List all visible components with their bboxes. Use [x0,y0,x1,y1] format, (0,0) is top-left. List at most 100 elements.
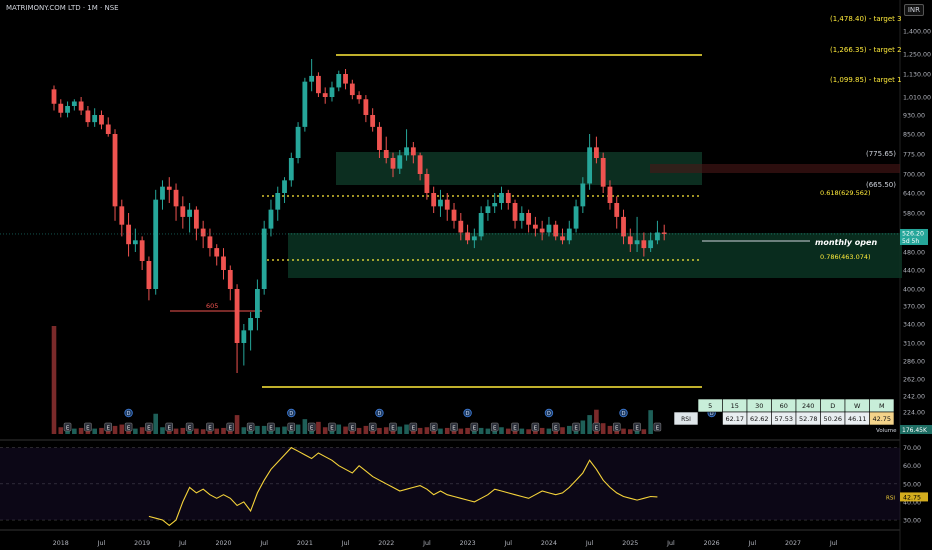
dividend-marker[interactable] [619,408,628,418]
earnings-marker[interactable] [450,422,458,432]
earnings-marker[interactable] [185,422,194,432]
candle-body [444,199,450,210]
earnings-marker[interactable] [612,422,621,432]
earnings-marker[interactable] [287,422,296,432]
rsi-table-header-label: 30 [755,402,763,410]
earnings-marker[interactable] [246,422,255,432]
earnings-marker-label: E [513,426,517,432]
dividend-marker[interactable] [375,408,384,418]
volume-bar [78,427,84,434]
earnings-marker[interactable] [429,422,438,432]
volume-bar [173,428,179,434]
candle-body [180,206,186,217]
volume-bar [133,428,138,434]
price-tick-label: 480.00 [903,250,925,257]
earnings-marker[interactable] [328,422,336,432]
candle-body [492,203,498,207]
earnings-marker[interactable] [165,422,174,432]
volume-bar [214,428,220,434]
earnings-marker[interactable] [307,422,316,432]
earnings-marker[interactable] [490,422,499,432]
candle-body [383,150,389,158]
earnings-marker[interactable] [389,422,397,432]
earnings-marker-label: E [86,426,90,432]
candle-body [573,206,579,229]
dividend-marker[interactable] [124,408,133,418]
volume-bar [153,413,158,434]
dividend-marker[interactable] [463,408,472,418]
volume-bar [363,425,369,434]
dividend-marker[interactable] [544,408,554,418]
earnings-marker[interactable] [348,422,357,432]
earnings-marker[interactable] [63,422,72,432]
earnings-marker[interactable] [470,422,479,432]
candle-body [505,193,511,203]
earnings-marker-label: E [269,426,273,432]
candle-body [397,155,403,169]
earnings-marker[interactable] [592,422,601,432]
volume-bar [322,427,328,434]
price-tick-label: 242.00 [903,394,925,401]
earnings-marker[interactable] [409,422,418,432]
earnings-marker[interactable] [104,422,112,432]
earnings-marker[interactable] [206,422,214,432]
earnings-marker[interactable] [633,422,641,432]
earnings-marker[interactable] [124,422,133,432]
volume-bar [295,424,301,434]
earnings-marker-label: E [351,426,355,432]
volume-bar [424,427,430,434]
earnings-marker[interactable] [226,422,235,432]
earnings-marker[interactable] [145,422,153,432]
earnings-marker-label: E [208,426,212,432]
volume-bar [343,426,348,434]
volume-bar [492,429,497,434]
volume-bar [377,427,382,434]
volume-bar [465,427,470,434]
volume-bar [478,427,484,434]
earnings-marker-label: E [432,426,436,432]
price-tick-label: 1,250.00 [903,52,931,59]
dividend-marker-label: D [289,411,293,417]
dividend-marker-label: D [547,411,551,417]
earnings-marker[interactable] [84,422,92,432]
volume-bar [316,421,321,434]
zone-lower [288,233,902,278]
earnings-marker-label: E [66,426,70,432]
time-tick-label: 2027 [785,540,801,547]
candle-body [241,330,247,343]
candle-body [587,147,593,184]
earnings-marker[interactable] [572,422,580,432]
candle-body [234,289,240,343]
earnings-marker[interactable] [368,422,377,432]
earnings-marker[interactable] [653,422,662,432]
candle-body [316,75,321,94]
volume-bar [539,427,545,434]
earnings-marker[interactable] [511,422,519,432]
currency-badge[interactable]: INR [903,4,924,16]
candle-body [268,209,274,229]
rsi-axis-label: RSI [886,495,895,501]
candle-body [255,289,260,318]
earnings-marker[interactable] [531,422,540,432]
candle-body [322,93,328,97]
volume-bar [207,428,213,434]
candle-body [478,213,484,237]
earnings-marker-label: E [574,426,578,432]
earnings-marker-label: E [229,426,233,432]
candle-body [438,199,443,207]
time-tick-label: 2021 [297,540,313,547]
rsi-table-header-label: 5 [708,402,712,410]
dividend-marker[interactable] [287,408,296,418]
time-tick-label: Jul [748,540,757,547]
volume-bar [160,427,165,434]
price-tick-label: 400.00 [903,287,925,294]
rsi-table-header-label: 60 [780,402,788,410]
last-price-value: 526.20 [902,230,924,237]
earnings-marker[interactable] [551,422,560,432]
time-tick-label: 2025 [622,540,638,547]
earnings-marker[interactable] [267,422,275,432]
volume-bar [621,428,626,434]
candle-body [193,209,199,229]
volume-bar [546,428,552,434]
